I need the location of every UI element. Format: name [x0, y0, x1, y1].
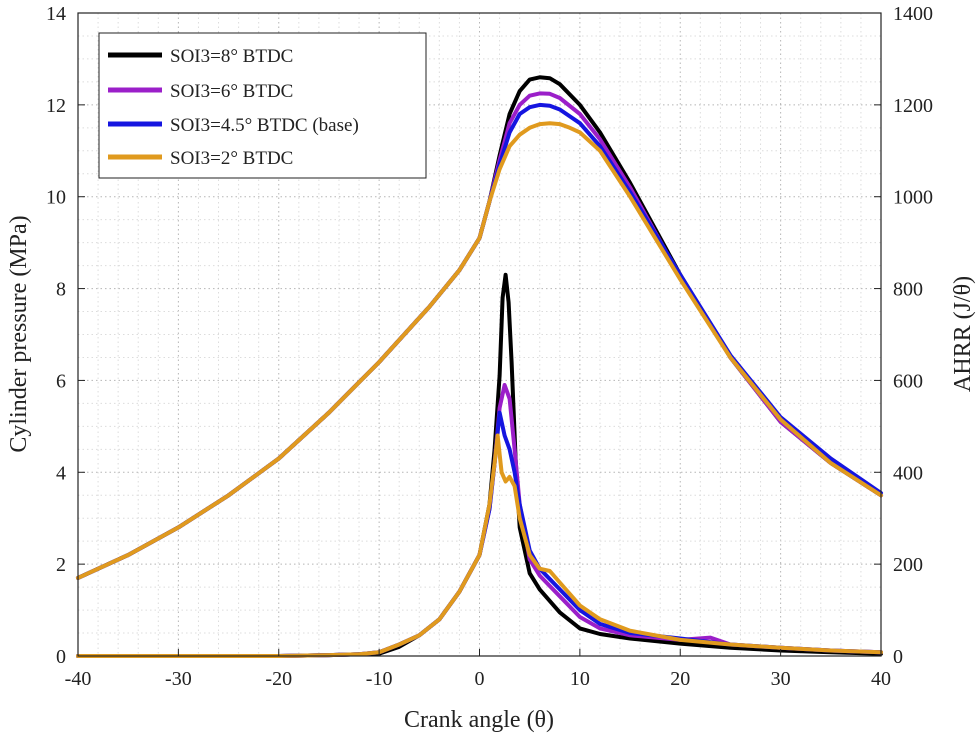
y-right-tick-label: 1200 — [893, 95, 933, 117]
legend-label-soi3-8: SOI3=8° BTDC — [170, 46, 293, 67]
y-left-tick-label: 6 — [56, 370, 66, 392]
y-right-tick-label: 400 — [893, 462, 923, 484]
y-right-tick-label: 200 — [893, 554, 923, 576]
y-axis-left-label: Cylinder pressure (MPa) — [6, 215, 32, 452]
y-right-tick-label: 1000 — [893, 187, 933, 209]
y-left-tick-label: 10 — [46, 187, 66, 209]
legend-label-soi3-2: SOI3=2° BTDC — [170, 148, 293, 169]
pressure-line-soi3-2 — [76, 121, 883, 580]
plot-series — [76, 75, 883, 658]
legend-label-soi3-6: SOI3=6° BTDC — [170, 81, 293, 102]
y-left-tick-label: 4 — [56, 462, 66, 484]
y-axis-right-label: AHRR (J/θ) — [950, 276, 976, 392]
x-tick-label: -40 — [65, 668, 92, 690]
grid — [78, 13, 881, 656]
x-tick-label: 20 — [670, 668, 690, 690]
axis-ticks: -40 -30 -20 -10 0 10 20 30 400246810121402004006… — [46, 3, 933, 690]
y-left-tick-label: 8 — [56, 279, 66, 301]
x-tick-label: -20 — [265, 668, 292, 690]
x-axis-label: Crank angle (θ) — [404, 707, 554, 733]
y-left-tick-label: 14 — [46, 3, 66, 25]
y-right-tick-label: 1400 — [893, 3, 933, 25]
x-tick-label: 30 — [771, 668, 791, 690]
y-left-tick-label: 0 — [56, 646, 66, 668]
x-tick-label: -30 — [165, 668, 192, 690]
y-right-tick-label: 600 — [893, 370, 923, 392]
y-right-tick-label: 800 — [893, 279, 923, 301]
y-right-tick-label: 0 — [893, 646, 903, 668]
y-left-tick-label: 2 — [56, 554, 66, 576]
legend-label-soi3-4-5: SOI3=4.5° BTDC (base) — [170, 115, 359, 136]
legend: SOI3=8° BTDC SOI3=6° BTDC SOI3=4.5° BTDC… — [98, 32, 427, 179]
y-left-tick-label: 12 — [46, 95, 66, 117]
x-tick-label: 0 — [475, 668, 485, 690]
x-tick-label: 40 — [871, 668, 891, 690]
ahrr-line-soi3-8 — [76, 272, 883, 658]
ahrr-line-soi3-6 — [76, 383, 883, 658]
x-tick-label: 10 — [570, 668, 590, 690]
ahrr-line-soi3-2 — [76, 433, 883, 658]
x-tick-label: -10 — [366, 668, 393, 690]
